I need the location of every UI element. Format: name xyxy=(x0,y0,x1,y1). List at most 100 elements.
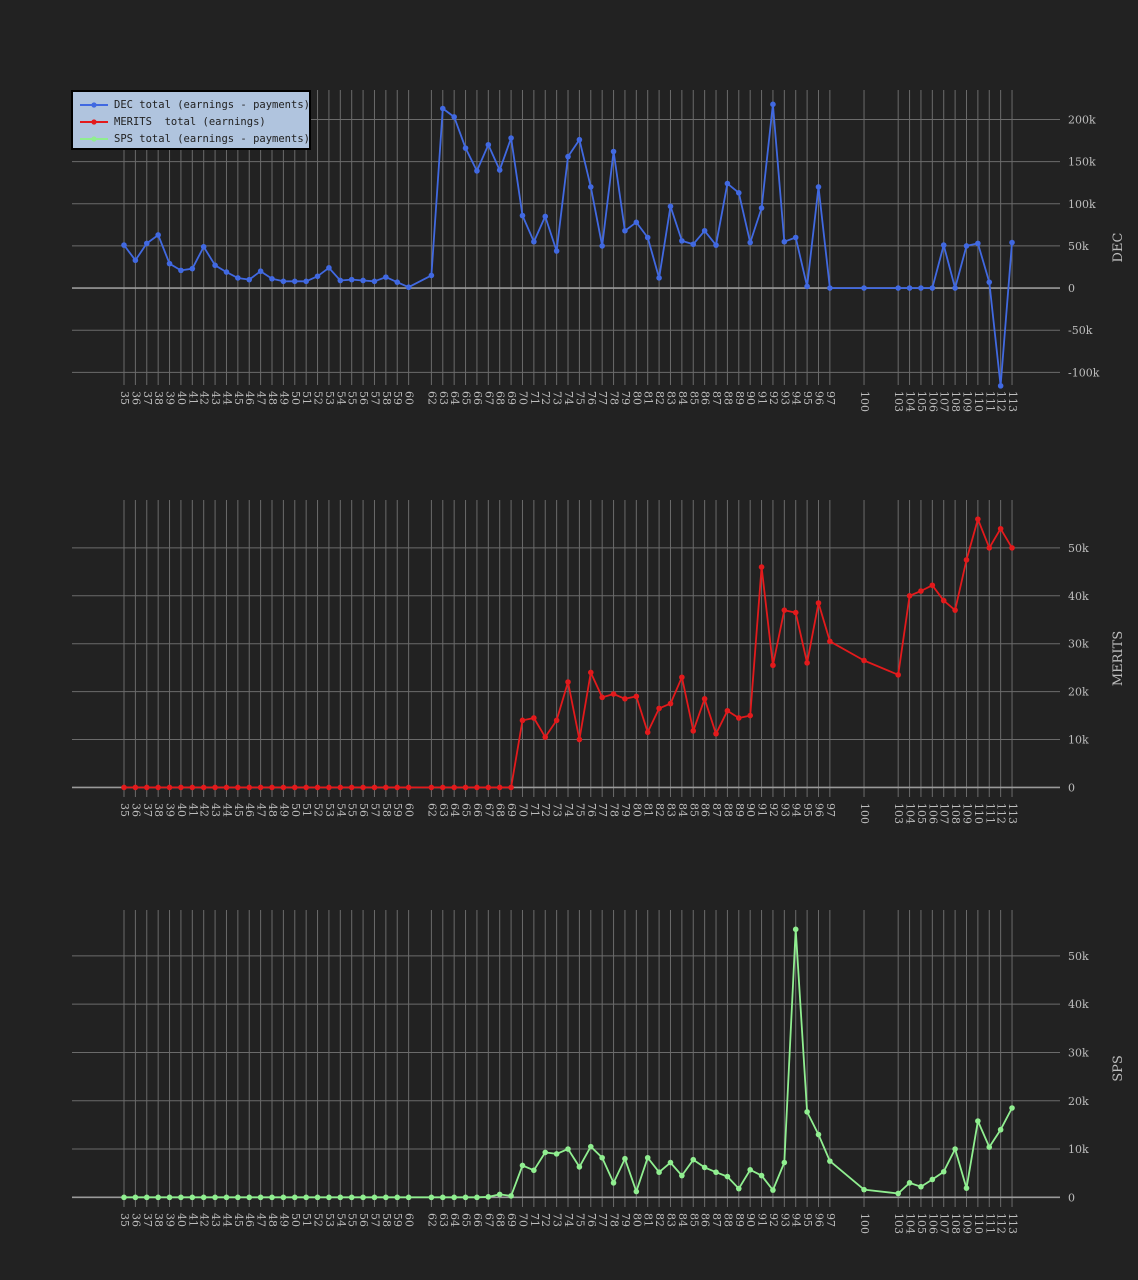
data-point xyxy=(428,272,435,279)
data-point xyxy=(360,784,366,791)
legend-swatch-sps xyxy=(80,135,108,142)
x-tick-label: 88 xyxy=(721,803,734,817)
data-point xyxy=(815,1131,822,1138)
x-tick-label: 83 xyxy=(664,1213,677,1227)
data-point xyxy=(235,1194,241,1201)
data-point xyxy=(861,1186,867,1193)
x-tick-label: 35 xyxy=(118,803,131,817)
x-tick-label: 77 xyxy=(596,1213,609,1227)
y-tick-label: 20k xyxy=(1068,1095,1089,1108)
data-point xyxy=(200,243,207,250)
data-point xyxy=(143,240,150,247)
y-tick-label: 200k xyxy=(1068,114,1096,127)
x-tick-label: 57 xyxy=(368,803,381,817)
x-tick-label: 85 xyxy=(687,1213,700,1227)
x-tick-label: 78 xyxy=(608,391,621,405)
x-tick-label: 49 xyxy=(277,391,290,405)
x-tick-label: 110 xyxy=(972,391,985,412)
x-tick-label: 88 xyxy=(721,1213,734,1227)
data-point xyxy=(439,784,446,791)
x-tick-label: 73 xyxy=(551,391,564,405)
x-tick-label: 56 xyxy=(357,803,370,817)
data-point xyxy=(986,545,993,551)
x-tick-label: 107 xyxy=(938,1213,951,1234)
data-point xyxy=(792,234,799,241)
x-tick-label: 70 xyxy=(516,391,529,405)
data-point xyxy=(747,712,753,719)
data-point xyxy=(940,1168,947,1175)
data-point xyxy=(474,784,480,791)
x-tick-label: 93 xyxy=(778,1213,791,1227)
data-point xyxy=(280,1194,287,1201)
data-point xyxy=(519,212,526,219)
x-tick-label: 48 xyxy=(266,1213,279,1227)
data-point xyxy=(599,1154,605,1161)
x-tick-label: 95 xyxy=(801,803,814,817)
data-point xyxy=(155,232,161,238)
data-point xyxy=(291,784,298,791)
x-tick-label: 40 xyxy=(175,391,188,405)
y-axis-label: MERITS xyxy=(1111,631,1126,686)
data-point xyxy=(178,784,184,791)
x-tick-label: 105 xyxy=(915,1213,928,1234)
data-point xyxy=(986,279,993,285)
x-tick-label: 111 xyxy=(983,803,996,824)
x-tick-label: 46 xyxy=(243,391,256,405)
x-tick-label: 68 xyxy=(494,803,507,817)
x-tick-label: 59 xyxy=(391,391,404,405)
x-tick-label: 108 xyxy=(949,391,962,412)
y-tick-label: 30k xyxy=(1068,638,1089,651)
data-point xyxy=(667,203,674,210)
data-point xyxy=(815,184,822,190)
y-tick-label: 50k xyxy=(1068,950,1089,963)
legend: DEC total (earnings - payments) MERITS t… xyxy=(71,90,311,150)
data-point xyxy=(303,784,309,791)
data-point xyxy=(929,1176,936,1183)
x-tick-label: 113 xyxy=(1006,1213,1019,1234)
x-tick-label: 47 xyxy=(255,1213,268,1227)
x-tick-label: 77 xyxy=(596,391,609,405)
data-point xyxy=(770,1187,776,1193)
x-tick-label: 69 xyxy=(505,1213,518,1227)
x-tick-label: 88 xyxy=(721,391,734,405)
x-tick-label: 77 xyxy=(596,803,609,817)
legend-label-sps: SPS total (earnings - payments) xyxy=(114,132,310,145)
data-point xyxy=(622,695,628,702)
x-tick-label: 106 xyxy=(926,803,939,824)
data-point xyxy=(405,784,412,791)
data-point xyxy=(166,260,173,267)
data-point xyxy=(280,278,287,285)
x-tick-label: 87 xyxy=(710,803,723,817)
data-point xyxy=(997,525,1004,532)
data-point xyxy=(462,145,469,151)
data-point xyxy=(360,1194,366,1201)
data-point xyxy=(485,1194,492,1200)
data-point xyxy=(451,1194,457,1201)
x-tick-label: 81 xyxy=(642,1213,655,1227)
data-point xyxy=(246,1194,253,1201)
data-point xyxy=(565,679,571,685)
data-point xyxy=(326,265,332,271)
x-tick-label: 75 xyxy=(573,1213,586,1227)
x-tick-label: 64 xyxy=(448,391,461,405)
data-point xyxy=(132,784,139,791)
data-point xyxy=(644,234,651,241)
data-point xyxy=(246,784,253,791)
data-point xyxy=(644,729,651,736)
data-point xyxy=(462,1194,469,1201)
data-point xyxy=(599,694,605,701)
data-point xyxy=(155,784,161,791)
data-point xyxy=(269,784,275,791)
x-tick-label: 96 xyxy=(812,391,825,405)
data-point xyxy=(952,285,958,291)
x-tick-label: 105 xyxy=(915,391,928,412)
data-point xyxy=(701,227,708,234)
x-tick-label: 71 xyxy=(528,803,541,817)
x-tick-label: 100 xyxy=(858,391,871,412)
x-tick-label: 39 xyxy=(164,803,177,817)
x-tick-label: 97 xyxy=(824,1213,837,1227)
x-tick-label: 53 xyxy=(323,1213,336,1227)
data-point xyxy=(269,276,275,282)
x-tick-label: 85 xyxy=(687,391,700,405)
